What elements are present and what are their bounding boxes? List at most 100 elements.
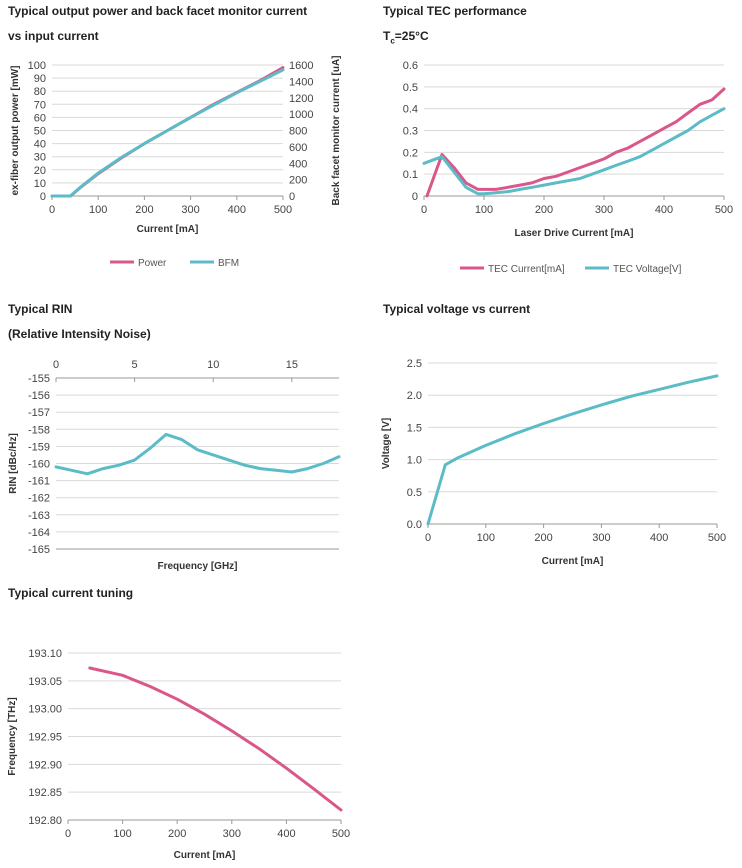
tuning-ytick-label: 192.80 <box>28 815 62 827</box>
rin-xtick-label: 0 <box>53 359 59 371</box>
tuning-xtick-label: 400 <box>277 828 295 840</box>
voltage-xtick-label: 0 <box>425 532 431 544</box>
rin-ytick-label: -160 <box>28 459 50 471</box>
power-y2tick-label: 0 <box>289 191 295 203</box>
tec-ytick-label: 0 <box>412 191 418 203</box>
voltage-ytick-label: 2.0 <box>407 390 422 402</box>
tec-xtick-label: 0 <box>421 204 427 216</box>
chart-rin-title: Typical RIN <box>8 302 73 316</box>
tec-xtick-label: 300 <box>595 204 613 216</box>
chart-power-subtitle: vs input current <box>8 29 99 43</box>
tuning-y-axis-label: Frequency [THz] <box>7 697 18 775</box>
tec-ytick-label: 0.6 <box>403 60 418 72</box>
chart-tec-subtitle: Tc=25°C <box>383 29 429 46</box>
voltage-series-line-0 <box>426 374 719 526</box>
tuning-ytick-label: 192.85 <box>28 787 62 799</box>
voltage-xtick-label: 500 <box>708 532 726 544</box>
power-ytick-label: 80 <box>34 86 46 98</box>
voltage-ytick-label: 1.0 <box>407 455 422 467</box>
power-chart: 0102030405060708090100020040060080010001… <box>10 55 342 269</box>
tec-legend-label-0: TEC Current[mA] <box>488 264 565 275</box>
chart-power-title: Typical output power and back facet moni… <box>8 4 308 18</box>
voltage-xtick-label: 100 <box>477 532 495 544</box>
power-y2tick-label: 1400 <box>289 76 313 88</box>
power-xtick-label: 300 <box>181 204 199 216</box>
voltage-chart: 0.0 0.5 1.0 1.5 2.0 2.5 0 100 200 300 400 500 Curren… <box>381 358 726 567</box>
rin-ytick-label: -158 <box>28 424 50 436</box>
voltage-ytick-label: 0.5 <box>407 487 422 499</box>
tuning-chart: 192.80 192.85 192.90 192.95 193.00 193.05 193.… <box>7 648 350 861</box>
power-ytick-label: 10 <box>34 178 46 190</box>
power-x-axis-label: Current [mA] <box>137 224 199 235</box>
tec-ytick-label: 0.5 <box>403 82 418 94</box>
chart-tec-title: Typical TEC performance <box>383 4 527 18</box>
power-xtick-label: 0 <box>49 204 55 216</box>
tuning-xtick-label: 200 <box>168 828 186 840</box>
tec-chart: 0 0.1 0.2 0.3 0.4 0.5 0.6 0 100 200 300 400 500 Laser… <box>403 60 733 275</box>
power-xtick-label: 200 <box>135 204 153 216</box>
tec-xtick-label: 200 <box>535 204 553 216</box>
power-ytick-label: 100 <box>28 60 46 72</box>
tuning-ytick-label: 192.90 <box>28 759 62 771</box>
rin-ytick-label: -165 <box>28 544 50 556</box>
power-y2tick-label: 1200 <box>289 93 313 105</box>
rin-xtick-label: 15 <box>286 359 298 371</box>
tuning-series-line-0 <box>88 666 343 812</box>
rin-ytick-label: -164 <box>28 527 50 539</box>
rin-xtick-label: 10 <box>207 359 219 371</box>
chart-tuning-title: Typical current tuning <box>8 586 134 600</box>
power-xtick-label: 400 <box>228 204 246 216</box>
power-ytick-label: 30 <box>34 152 46 164</box>
chart-voltage-title: Typical voltage vs current <box>383 302 531 316</box>
rin-ytick-label: -163 <box>28 510 50 522</box>
tec-xtick-label: 100 <box>475 204 493 216</box>
power-ytick-label: 40 <box>34 139 46 151</box>
rin-xtick-label: 5 <box>132 359 138 371</box>
voltage-x-axis-label: Current [mA] <box>542 556 604 567</box>
chart-rin-subtitle: (Relative Intensity Noise) <box>8 327 151 341</box>
power-xtick-label: 100 <box>89 204 107 216</box>
power-y2tick-label: 200 <box>289 175 307 187</box>
voltage-ytick-label: 1.5 <box>407 422 422 434</box>
power-ytick-label: 50 <box>34 126 46 138</box>
tec-series-line-1 <box>422 107 726 196</box>
tuning-xtick-label: 300 <box>223 828 241 840</box>
power-ytick-label: 90 <box>34 73 46 85</box>
tuning-xtick-label: 500 <box>332 828 350 840</box>
power-y2tick-label: 1600 <box>289 60 313 72</box>
power-y2tick-label: 400 <box>289 158 307 170</box>
rin-ytick-label: -161 <box>28 476 50 488</box>
tec-ytick-label: 0.3 <box>403 126 418 138</box>
tec-ytick-label: 0.4 <box>403 104 418 116</box>
power-ytick-label: 60 <box>34 112 46 124</box>
tuning-ytick-label: 193.05 <box>28 676 62 688</box>
tec-ytick-label: 0.2 <box>403 147 418 159</box>
power-ytick-label: 0 <box>40 191 46 203</box>
tuning-xtick-label: 0 <box>65 828 71 840</box>
rin-ytick-label: -157 <box>28 407 50 419</box>
voltage-y-axis-label: Voltage [V] <box>381 418 392 469</box>
power-series-line-1 <box>50 68 285 198</box>
rin-x-axis-label: Frequency [GHz] <box>157 561 237 572</box>
rin-ytick-label: -159 <box>28 441 50 453</box>
voltage-ytick-label: 0.0 <box>407 519 422 531</box>
power-xtick-label: 500 <box>274 204 292 216</box>
power-y-axis-label: ex-fiber output power [mW] <box>10 66 21 196</box>
tec-series-line-0 <box>425 87 726 198</box>
voltage-xtick-label: 400 <box>650 532 668 544</box>
power-y2-axis-label: Back facet monitor current [uA] <box>331 55 342 205</box>
voltage-xtick-label: 300 <box>592 532 610 544</box>
rin-ytick-label: -162 <box>28 493 50 505</box>
power-y2tick-label: 1000 <box>289 109 313 121</box>
tuning-xtick-label: 100 <box>113 828 131 840</box>
rin-y-axis-label: RIN [dBc/Hz] <box>8 433 19 494</box>
voltage-ytick-label: 2.5 <box>407 358 422 370</box>
tec-ytick-label: 0.1 <box>403 169 418 181</box>
power-legend-label-0: Power <box>138 258 167 269</box>
tec-x-axis-label: Laser Drive Current [mA] <box>515 228 634 239</box>
power-ytick-label: 70 <box>34 99 46 111</box>
rin-series-line-0 <box>54 432 341 476</box>
power-y2tick-label: 800 <box>289 126 307 138</box>
rin-ytick-label: -156 <box>28 390 50 402</box>
voltage-xtick-label: 200 <box>534 532 552 544</box>
